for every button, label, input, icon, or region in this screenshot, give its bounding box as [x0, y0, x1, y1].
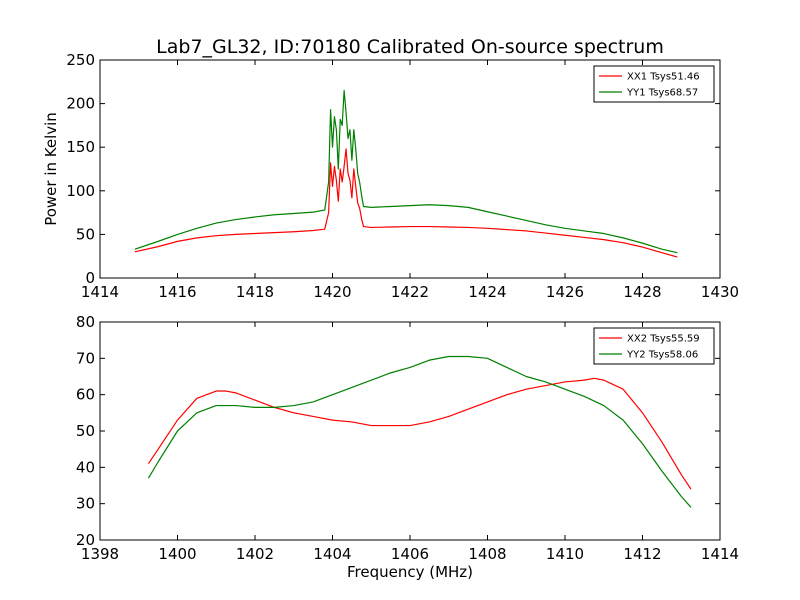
- bottom-x-tick-label: 1398: [81, 545, 119, 563]
- top-y-tick-label: 0: [85, 269, 95, 287]
- top-panel: 1414 1416 1418 1420 1422 1424 1426 1428 1430 0 50 1…: [66, 51, 739, 301]
- top-y-axis-label: Power in Kelvin: [42, 112, 60, 226]
- top-x-tick-label: 1426: [546, 283, 584, 301]
- bottom-y-tick-label: 20: [76, 531, 95, 549]
- bottom-x-tick-label: 1404: [313, 545, 351, 563]
- bottom-panel: 1398 1400 1402 1404 1406 1408 1410 1412 1414 20 30…: [76, 313, 739, 563]
- bottom-series-line-1: [147, 377, 692, 490]
- bottom-legend-label-1: XX2 Tsys55.59: [627, 334, 700, 345]
- top-legend: [593, 65, 715, 103]
- bottom-x-axis-label: Frequency (MHz): [347, 563, 473, 581]
- top-y-tick-label: 200: [66, 95, 95, 113]
- bottom-x-tick-label: 1406: [391, 545, 429, 563]
- bottom-x-tick-label: 1408: [468, 545, 506, 563]
- top-y-tick-label: 250: [66, 51, 95, 69]
- bottom-series-line-2: [147, 355, 692, 508]
- bottom-x-tick-label: 1402: [236, 545, 274, 563]
- top-x-tick-label: 1418: [236, 283, 274, 301]
- top-y-tick-label: 100: [66, 182, 95, 200]
- top-y-tick-label: 50: [76, 225, 95, 243]
- bottom-y-tick-label: 30: [76, 495, 95, 513]
- top-x-tick-label: 1416: [158, 283, 196, 301]
- top-legend-label-1: XX1 Tsys51.46: [627, 72, 700, 83]
- top-x-tick-label: 1414: [81, 283, 119, 301]
- top-x-tick-label: 1422: [391, 283, 429, 301]
- bottom-y-tick-label: 40: [76, 458, 95, 476]
- top-y-tick-label: 150: [66, 138, 95, 156]
- top-x-tick-label: 1428: [623, 283, 661, 301]
- bottom-y-tick-label: 70: [76, 349, 95, 367]
- bottom-x-tick-label: 1410: [546, 545, 584, 563]
- bottom-y-tick-label: 60: [76, 386, 95, 404]
- top-series-line-2: [134, 89, 678, 254]
- chart-title: Lab7_GL32, ID:70180 Calibrated On-source…: [156, 36, 664, 58]
- top-series-line-1: [134, 148, 678, 258]
- bottom-y-tick-label: 50: [76, 422, 95, 440]
- bottom-y-tick-label: 80: [76, 313, 95, 331]
- bottom-x-tick-label: 1400: [158, 545, 196, 563]
- bottom-x-tick-label: 1414: [701, 545, 739, 563]
- bottom-legend-label-2: YY2 Tsys58.06: [626, 350, 698, 361]
- bottom-legend: [593, 327, 715, 365]
- top-x-tick-label: 1430: [701, 283, 739, 301]
- bottom-x-tick-label: 1412: [623, 545, 661, 563]
- top-legend-label-2: YY1 Tsys68.57: [626, 88, 698, 99]
- top-x-tick-label: 1424: [468, 283, 506, 301]
- top-x-tick-label: 1420: [313, 283, 351, 301]
